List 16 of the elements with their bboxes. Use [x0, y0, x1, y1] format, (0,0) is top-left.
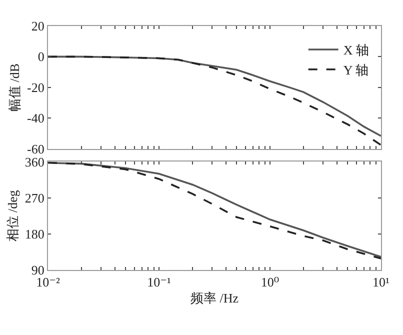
y-tick-label: 270: [24, 190, 44, 206]
x-tick-label: 10¹: [372, 274, 390, 290]
y-axis-title: 相位 /deg: [4, 190, 20, 242]
y-tick-label: -40: [27, 110, 44, 126]
y-tick-label: -20: [27, 80, 44, 95]
y-tick-label: 360: [24, 154, 44, 170]
y-tick-label: -60: [27, 141, 44, 156]
legend-label: Y 轴: [343, 62, 368, 78]
legend-label: X 轴: [343, 42, 369, 58]
y-tick-label: 20: [31, 18, 44, 34]
y-tick-label: 0: [38, 49, 44, 64]
x-tick-label: 10⁻¹: [147, 274, 171, 290]
x-tick-label: 10⁰: [260, 274, 280, 290]
x-axis-title: 频率 /Hz: [190, 290, 239, 306]
y-tick-label: 180: [24, 226, 44, 242]
y-axis-title: 幅值 /dB: [7, 63, 22, 112]
